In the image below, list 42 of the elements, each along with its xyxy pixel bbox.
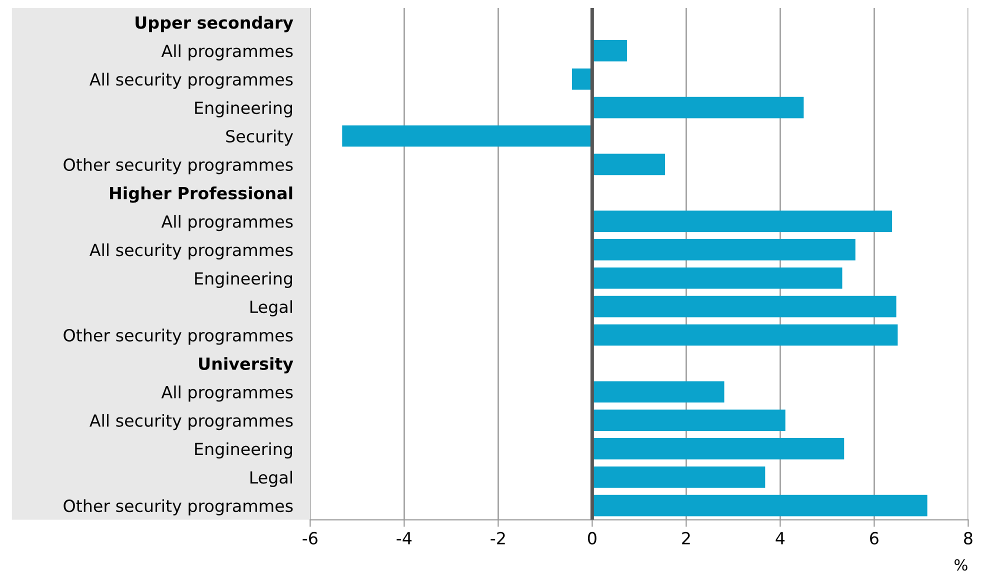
bar bbox=[592, 40, 627, 62]
y-tick-label: All programmes bbox=[161, 386, 293, 402]
y-tick-label: Other security programmes bbox=[64, 328, 293, 345]
bar bbox=[592, 267, 842, 289]
bar bbox=[342, 125, 592, 147]
y-tick-label: University bbox=[199, 357, 294, 374]
y-tick-label: All programmes bbox=[161, 214, 293, 232]
x-axis-title: % bbox=[954, 559, 968, 571]
x-tick-label: -6 bbox=[302, 532, 318, 545]
y-tick-label: All security programmes bbox=[90, 243, 293, 260]
x-tick-label: 6 bbox=[870, 532, 878, 545]
y-tick-label: All programmes bbox=[161, 44, 293, 60]
y-tick-label: Engineering bbox=[195, 442, 292, 459]
x-tick-label: 4 bbox=[776, 532, 785, 544]
y-tick-label: Security bbox=[226, 130, 294, 146]
y-tick-label: All security programmes bbox=[90, 414, 293, 430]
y-tick-label: Upper secondary bbox=[136, 16, 294, 32]
y-tick-label: Other security programmes bbox=[64, 158, 293, 174]
x-tick-label: 2 bbox=[682, 532, 690, 544]
bar bbox=[592, 296, 896, 318]
y-tick-label: Engineering bbox=[195, 101, 292, 118]
y-tick-label: Legal bbox=[250, 470, 292, 487]
bar bbox=[572, 68, 592, 90]
y-tick-label: Engineering bbox=[195, 272, 292, 288]
x-tick-label: 0 bbox=[588, 532, 596, 545]
bar bbox=[592, 96, 804, 118]
bar bbox=[592, 210, 892, 232]
bar bbox=[592, 239, 856, 260]
bar bbox=[592, 324, 898, 346]
bar bbox=[592, 466, 766, 488]
x-tick-label: 8 bbox=[964, 532, 972, 545]
bar bbox=[592, 438, 844, 460]
y-tick-label: Other security programmes bbox=[64, 499, 293, 516]
y-tick-label: All security programmes bbox=[90, 72, 293, 89]
y-tick-label: Higher Professional bbox=[110, 186, 292, 203]
x-tick-label: -4 bbox=[396, 532, 412, 544]
bar bbox=[592, 494, 928, 516]
bar bbox=[592, 154, 666, 176]
bar bbox=[592, 381, 724, 403]
x-tick-label: -2 bbox=[490, 532, 505, 544]
bar bbox=[592, 410, 786, 431]
y-tick-label: Legal bbox=[250, 300, 292, 316]
